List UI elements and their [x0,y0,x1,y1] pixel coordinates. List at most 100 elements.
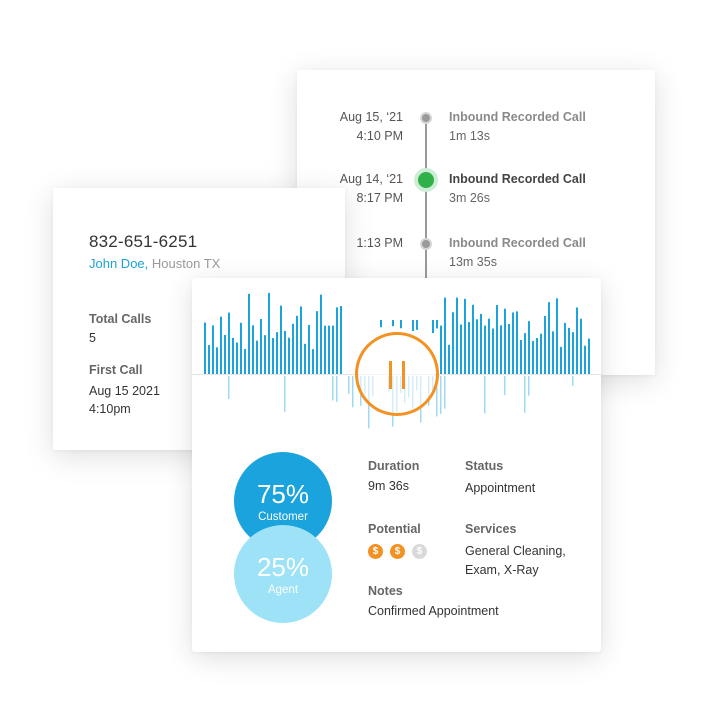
total-calls-value: 5 [89,331,96,345]
waveform-bar [440,325,442,374]
waveform-bar [400,320,402,329]
waveform-bar [512,312,514,374]
waveform-bar [312,349,314,374]
waveform-bar-agent [352,376,354,408]
waveform-bar [564,322,566,374]
waveform-bar [308,324,310,374]
timeline-title: Inbound Recorded Call [449,236,586,250]
dollar-icon-empty: $ [412,544,427,559]
timeline-dot[interactable] [420,238,432,250]
waveform-bar [556,298,558,374]
waveform-bar [340,306,342,374]
waveform-bar [272,338,274,374]
waveform-bar [256,340,258,374]
waveform-bar [504,308,506,374]
waveform-bar [232,337,234,374]
waveform-bar [320,294,322,374]
waveform-bar [244,348,246,374]
waveform-bar-agent [436,376,438,417]
waveform-bar [264,335,266,374]
services-label: Services [465,522,517,536]
waveform-bar [284,330,286,374]
timeline-dot-active[interactable] [414,168,438,192]
waveform-bar [528,321,530,374]
waveform-bar [212,325,214,374]
timeline-time: 1:13 PM [356,236,403,250]
waveform-bar [204,322,206,374]
waveform-bar [392,320,394,327]
waveform-bar [468,322,470,374]
waveform-bar [492,328,494,374]
waveform-bar [572,332,574,374]
agent-talk-share: 25% Agent [234,525,332,623]
timeline-entry[interactable]: Aug 15, ‘21 4:10 PM Inbound Recorded Cal… [297,110,655,150]
call-detail-card: 75% Customer 25% Agent Duration 9m 36s S… [192,278,601,652]
waveform-bar [456,297,458,374]
waveform-bar [444,297,446,374]
waveform-bar [336,307,338,374]
waveform-bar [224,334,226,374]
first-call-date: Aug 15 2021 [89,384,160,398]
waveform-bar [316,311,318,374]
agent-label: Agent [267,584,299,596]
timeline-line [425,115,427,345]
customer-label: Customer [258,511,308,523]
waveform-bar [248,293,250,374]
waveform-bar [416,320,418,330]
status-value[interactable]: Appointment [465,481,536,495]
waveform-bar [532,340,534,374]
waveform-bar-agent [572,376,574,386]
waveform-bar [300,306,302,374]
waveform-bar [544,316,546,374]
waveform-bar [260,318,262,374]
waveform-bar-agent [504,376,506,396]
waveform-bar [252,325,254,374]
waveform-bar [500,325,502,374]
notes-value[interactable]: Confirmed Appointment [368,604,499,618]
timeline-duration: 1m 13s [449,129,490,143]
timeline-time: 8:17 PM [356,191,403,205]
waveform-bar [208,345,210,374]
contact-name[interactable]: John Doe, [89,256,149,271]
waveform-bar [508,323,510,374]
waveform-bar-agent [484,376,486,414]
timeline-entry-active[interactable]: Aug 14, ‘21 8:17 PM Inbound Recorded Cal… [297,168,655,212]
waveform-bar-agent [440,376,442,414]
waveform-bar [332,325,334,374]
waveform-bar [540,333,542,374]
waveform-bar [524,333,526,374]
contact-name-line: John Doe, Houston TX [89,256,220,271]
waveform-bar [452,312,454,374]
waveform-bar-agent [444,376,446,409]
waveform-bar [536,338,538,374]
pause-button[interactable] [355,332,439,416]
timeline-date: Aug 15, ‘21 [339,110,403,124]
waveform-bar [236,342,238,374]
waveform-bar [276,332,278,374]
timeline-dot[interactable] [420,112,432,124]
services-value-line1: General Cleaning, [465,544,566,558]
waveform-bar [516,311,518,374]
waveform-bar [304,343,306,374]
waveform-bar [548,302,550,374]
waveform-bar-agent [336,376,338,402]
waveform-bar [480,313,482,374]
waveform-bar [488,318,490,374]
waveform-bar [436,320,438,329]
waveform-bar [588,338,590,374]
waveform-bar [568,327,570,374]
waveform-bar [584,345,586,374]
contact-phone: 832-651-6251 [89,232,198,251]
timeline-entry[interactable]: 1:13 PM Inbound Recorded Call 13m 35s [297,236,655,276]
waveform-bar [520,339,522,374]
pause-icon [389,361,392,389]
dollar-icon-filled: $ [390,544,405,559]
waveform-bar [216,347,218,374]
duration-value: 9m 36s [368,479,409,493]
waveform-bar-agent [348,376,350,394]
timeline-duration: 3m 26s [449,191,490,205]
waveform-bar-agent [332,376,334,401]
agent-percent: 25% [256,552,310,582]
timeline-title: Inbound Recorded Call [449,172,586,186]
waveform-bar-agent [228,376,230,399]
